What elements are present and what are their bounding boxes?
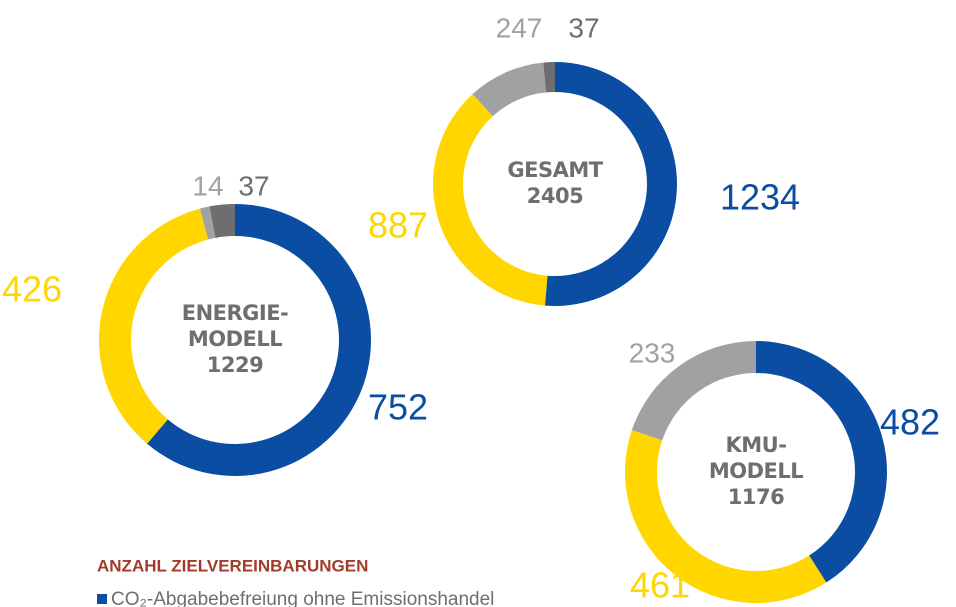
- legend-swatch: [97, 594, 107, 604]
- donut-segment: [472, 62, 547, 117]
- value-label: 1234: [720, 177, 800, 218]
- center-label: MODELL: [709, 459, 803, 483]
- value-label: 247: [496, 12, 543, 43]
- value-label: 37: [568, 12, 599, 43]
- center-total: 1176: [728, 485, 784, 509]
- legend-title: ANZAHL ZIELVEREINBARUNGEN: [97, 556, 368, 575]
- donut-segment: [199, 206, 216, 240]
- center-label: GESAMT: [507, 158, 603, 182]
- donut-segment: [433, 94, 548, 306]
- donut-segment: [624, 430, 827, 604]
- donut-segment: [99, 208, 209, 444]
- center-label: ENERGIE-: [182, 301, 289, 325]
- donut-segment: [209, 204, 235, 238]
- value-label: 37: [238, 170, 269, 201]
- legend-label: CO₂-Abgabebefreiung ohne Emissionshandel: [111, 589, 494, 607]
- value-label: 14: [192, 170, 223, 201]
- donut-segment: [543, 62, 555, 93]
- value-label: 887: [368, 205, 428, 246]
- value-label: 482: [880, 402, 940, 443]
- center-total: 1229: [207, 353, 263, 377]
- value-label: 426: [2, 269, 62, 310]
- donut-segment: [544, 62, 678, 306]
- donut-segment: [631, 341, 756, 441]
- center-label: KMU-: [726, 433, 787, 457]
- center-total: 2405: [527, 184, 583, 208]
- donut-segment: [147, 204, 372, 477]
- value-label: 233: [629, 337, 676, 368]
- value-label: 752: [368, 387, 428, 428]
- value-label: 461: [630, 565, 690, 606]
- center-label: MODELL: [188, 327, 282, 351]
- donut-segment: [756, 341, 888, 583]
